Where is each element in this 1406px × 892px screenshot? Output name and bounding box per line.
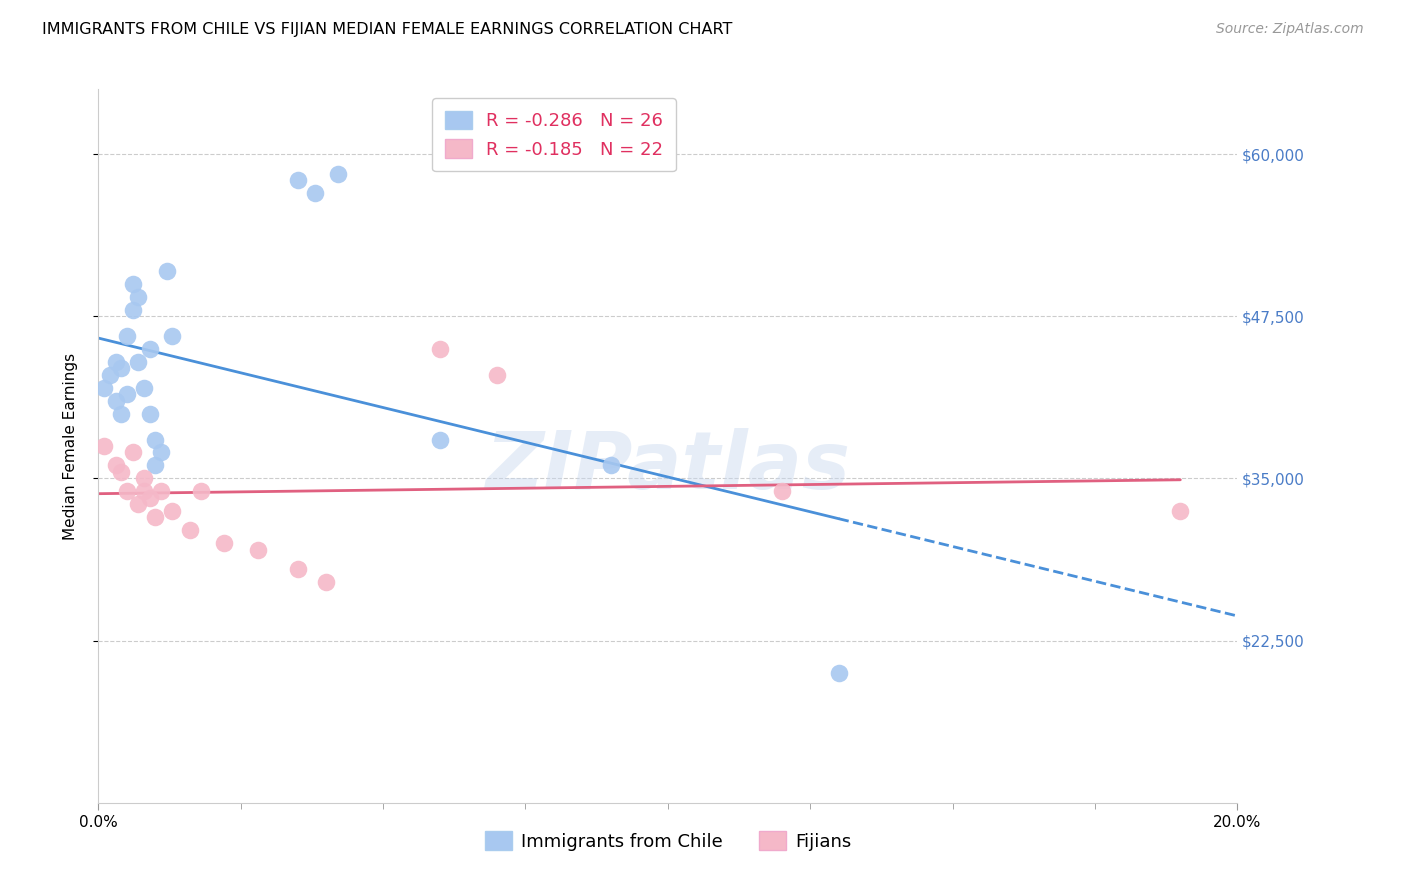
Point [127,497,149,511]
Point [93,381,115,395]
Point [315,575,337,590]
Y-axis label: Median Female Earnings: Median Female Earnings [63,352,77,540]
Point [770,484,793,499]
Point [145,458,167,473]
Point [132,471,155,485]
Point [304,186,326,200]
Point [115,387,138,401]
Point [600,458,623,473]
Point [104,458,127,473]
Legend: Immigrants from Chile, Fijians: Immigrants from Chile, Fijians [478,824,858,858]
Point [110,361,132,376]
Point [150,445,173,459]
Point [828,666,851,681]
Point [162,504,184,518]
Point [121,445,143,459]
Point [93,439,115,453]
Point [287,173,309,187]
Point [98,368,121,382]
Point [115,328,138,343]
Point [138,342,160,356]
Point [162,328,184,343]
Point [1170,504,1192,518]
Point [104,354,127,368]
Point [121,302,143,317]
Text: IMMIGRANTS FROM CHILE VS FIJIAN MEDIAN FEMALE EARNINGS CORRELATION CHART: IMMIGRANTS FROM CHILE VS FIJIAN MEDIAN F… [42,22,733,37]
Point [145,510,167,524]
Point [212,536,235,550]
Point [429,433,451,447]
Point [132,484,155,499]
Point [150,484,173,499]
Point [190,484,212,499]
Point [486,368,509,382]
Point [121,277,143,291]
Point [326,167,349,181]
Point [110,407,132,421]
Point [145,433,167,447]
Point [429,342,451,356]
Point [104,393,127,408]
Point [287,562,309,576]
Point [138,407,160,421]
Point [138,491,160,505]
Point [110,465,132,479]
Point [127,354,149,368]
Text: ZIPatlas: ZIPatlas [485,428,851,507]
Text: Source: ZipAtlas.com: Source: ZipAtlas.com [1216,22,1364,37]
Point [132,381,155,395]
Point [156,264,179,278]
Point [246,542,269,557]
Point [115,484,138,499]
Point [127,290,149,304]
Point [179,524,201,538]
